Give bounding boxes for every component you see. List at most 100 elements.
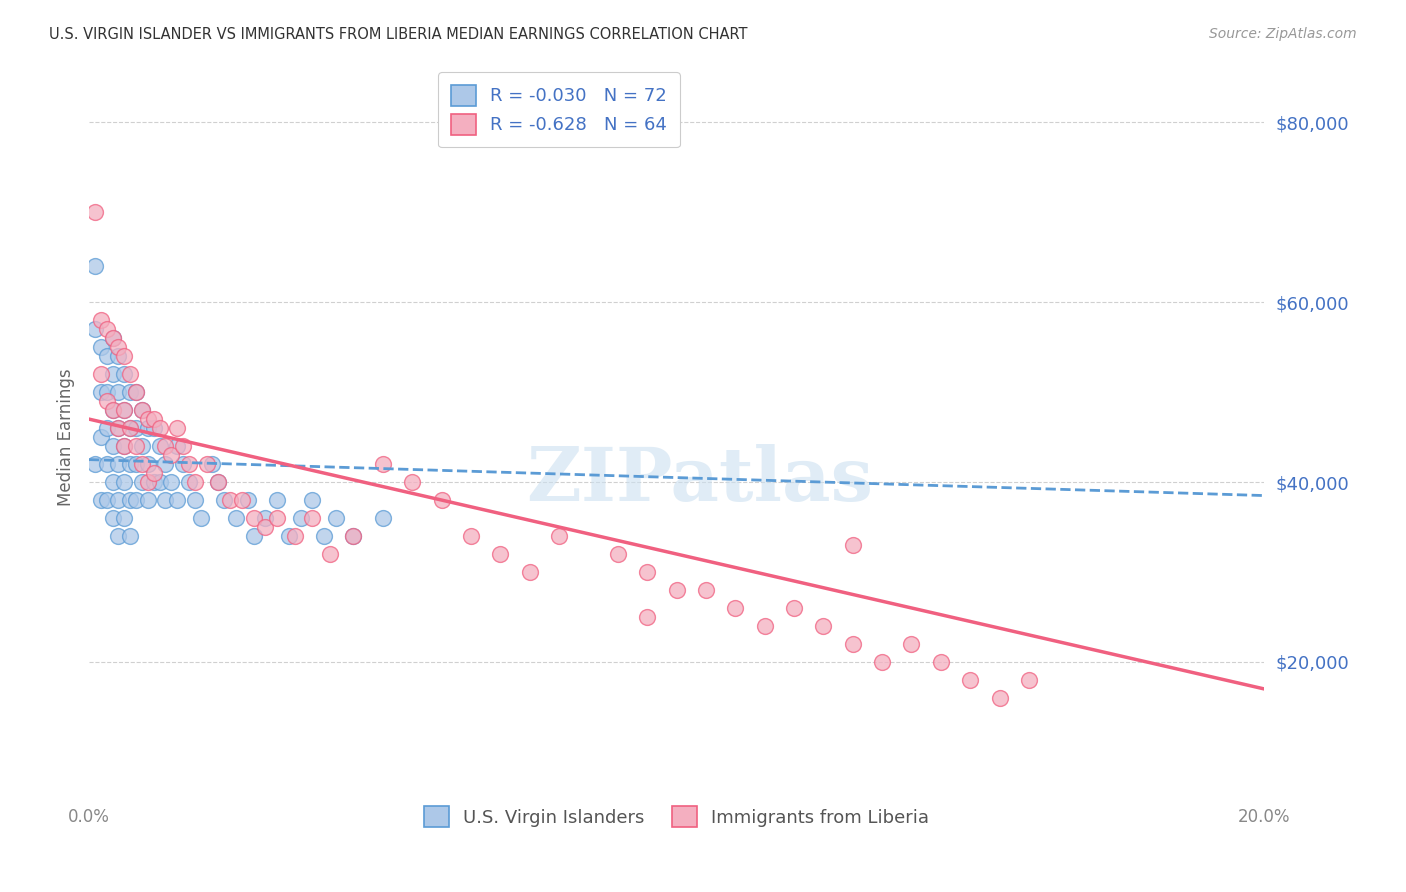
Point xyxy=(231,493,253,508)
Point xyxy=(242,511,264,525)
Point xyxy=(166,421,188,435)
Y-axis label: Median Earnings: Median Earnings xyxy=(58,368,75,506)
Point xyxy=(101,403,124,417)
Point xyxy=(142,475,165,489)
Point xyxy=(155,493,177,508)
Point xyxy=(125,493,148,508)
Point xyxy=(96,322,118,336)
Point xyxy=(96,421,118,435)
Point xyxy=(342,529,364,543)
Point xyxy=(636,565,658,579)
Point xyxy=(277,529,299,543)
Point xyxy=(136,412,159,426)
Point xyxy=(101,475,124,489)
Point xyxy=(84,457,107,471)
Point xyxy=(207,475,229,489)
Point xyxy=(112,367,135,381)
Point xyxy=(120,367,142,381)
Point xyxy=(136,457,159,471)
Point xyxy=(112,403,135,417)
Point xyxy=(401,475,423,489)
Point xyxy=(131,403,153,417)
Point xyxy=(120,421,142,435)
Point xyxy=(225,511,247,525)
Point xyxy=(101,367,124,381)
Point xyxy=(120,493,142,508)
Point xyxy=(107,493,129,508)
Point xyxy=(342,529,364,543)
Point xyxy=(301,493,323,508)
Point xyxy=(142,421,165,435)
Point xyxy=(96,457,118,471)
Point xyxy=(207,475,229,489)
Point xyxy=(112,349,135,363)
Point xyxy=(988,690,1011,705)
Text: ZIPatlas: ZIPatlas xyxy=(526,444,873,516)
Point xyxy=(166,439,188,453)
Point xyxy=(430,493,453,508)
Point xyxy=(201,457,224,471)
Point xyxy=(101,439,124,453)
Point xyxy=(125,385,148,400)
Point xyxy=(148,439,170,453)
Point xyxy=(148,421,170,435)
Point xyxy=(131,439,153,453)
Point xyxy=(101,403,124,417)
Point xyxy=(101,331,124,345)
Point xyxy=(172,439,194,453)
Point xyxy=(371,511,394,525)
Point xyxy=(107,421,129,435)
Point xyxy=(184,475,207,489)
Point xyxy=(96,394,118,409)
Point xyxy=(160,448,183,462)
Point xyxy=(325,511,347,525)
Point xyxy=(155,457,177,471)
Point xyxy=(112,475,135,489)
Point xyxy=(783,601,806,615)
Legend: U.S. Virgin Islanders, Immigrants from Liberia: U.S. Virgin Islanders, Immigrants from L… xyxy=(416,799,936,835)
Point xyxy=(90,430,112,444)
Point xyxy=(90,493,112,508)
Point xyxy=(1018,673,1040,687)
Point xyxy=(900,637,922,651)
Point xyxy=(107,349,129,363)
Point xyxy=(107,340,129,354)
Point xyxy=(136,493,159,508)
Point xyxy=(96,385,118,400)
Point xyxy=(112,439,135,453)
Point xyxy=(489,547,512,561)
Point xyxy=(131,403,153,417)
Point xyxy=(813,619,835,633)
Point xyxy=(112,439,135,453)
Point xyxy=(266,511,288,525)
Point xyxy=(136,421,159,435)
Point xyxy=(284,529,307,543)
Point xyxy=(870,655,893,669)
Point xyxy=(160,475,183,489)
Point xyxy=(842,538,865,552)
Point xyxy=(177,457,200,471)
Point xyxy=(90,367,112,381)
Point xyxy=(136,475,159,489)
Point xyxy=(148,475,170,489)
Point xyxy=(84,322,107,336)
Point xyxy=(120,385,142,400)
Point xyxy=(120,457,142,471)
Point xyxy=(131,475,153,489)
Point xyxy=(84,205,107,219)
Point xyxy=(120,421,142,435)
Point xyxy=(101,331,124,345)
Point xyxy=(90,313,112,327)
Point xyxy=(166,493,188,508)
Point xyxy=(184,493,207,508)
Point xyxy=(107,457,129,471)
Point xyxy=(107,529,129,543)
Point xyxy=(242,529,264,543)
Point xyxy=(606,547,628,561)
Point xyxy=(155,439,177,453)
Point xyxy=(101,511,124,525)
Point xyxy=(754,619,776,633)
Point xyxy=(131,457,153,471)
Point xyxy=(142,412,165,426)
Point xyxy=(125,457,148,471)
